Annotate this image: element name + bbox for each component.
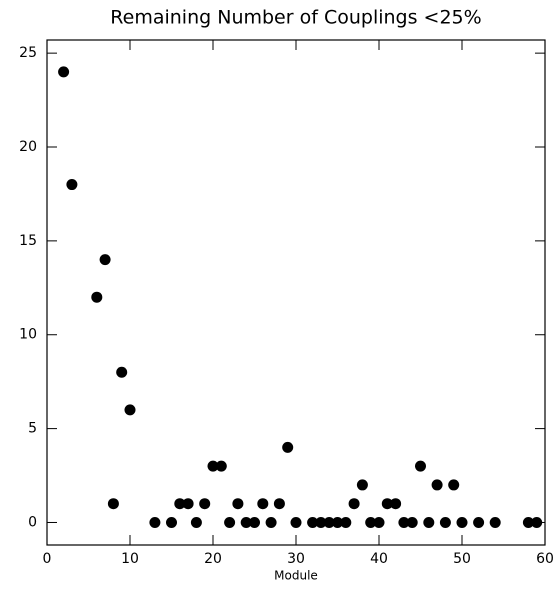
point — [116, 366, 128, 378]
point — [282, 441, 294, 453]
x-tick-label: 0 — [43, 551, 52, 567]
point — [166, 516, 177, 528]
point — [365, 516, 377, 528]
point — [381, 498, 393, 510]
point — [315, 516, 327, 528]
point — [182, 498, 194, 510]
point — [124, 404, 136, 416]
point — [240, 516, 252, 528]
point — [249, 516, 260, 528]
point — [439, 516, 451, 528]
x-tick-label: 10 — [121, 551, 139, 567]
point — [307, 516, 319, 528]
point — [190, 516, 202, 528]
point — [224, 516, 236, 528]
point — [448, 479, 460, 491]
y-tick-label: 15 — [19, 233, 37, 249]
point — [215, 460, 227, 472]
y-tick-label: 25 — [19, 45, 37, 61]
point — [265, 516, 277, 528]
point — [356, 479, 368, 491]
point — [99, 254, 111, 266]
point — [273, 498, 285, 510]
y-tick-label: 0 — [28, 514, 37, 530]
x-tick-label: 30 — [287, 551, 305, 567]
point — [290, 516, 302, 528]
point — [91, 291, 103, 303]
x-tick-label: 40 — [370, 551, 388, 567]
point — [522, 516, 534, 528]
point — [257, 498, 269, 510]
point — [207, 460, 219, 472]
point — [398, 516, 410, 528]
point — [473, 516, 485, 528]
point — [373, 516, 385, 528]
point — [340, 516, 352, 528]
point — [232, 498, 244, 510]
point — [489, 516, 501, 528]
x-axis-label: Module — [274, 569, 318, 583]
y-tick-label: 5 — [28, 421, 37, 437]
x-tick-label: 20 — [204, 551, 222, 567]
point — [66, 179, 78, 191]
point — [107, 498, 119, 510]
point — [456, 516, 468, 528]
x-tick-label: 60 — [536, 551, 554, 567]
chart-title: Remaining Number of Couplings <25% — [110, 7, 481, 29]
x-tick-label: 50 — [453, 551, 471, 567]
point — [332, 516, 343, 528]
y-tick-label: 10 — [19, 327, 37, 343]
y-tick-label: 20 — [19, 139, 37, 155]
point — [415, 460, 426, 472]
point — [149, 516, 161, 528]
point — [406, 516, 418, 528]
point — [531, 516, 543, 528]
point — [423, 516, 435, 528]
point — [431, 479, 443, 491]
point — [174, 498, 186, 510]
plot-frame — [46, 39, 546, 546]
point — [323, 516, 335, 528]
point — [199, 498, 211, 510]
point — [390, 498, 402, 510]
point — [348, 498, 360, 510]
point — [58, 66, 70, 78]
